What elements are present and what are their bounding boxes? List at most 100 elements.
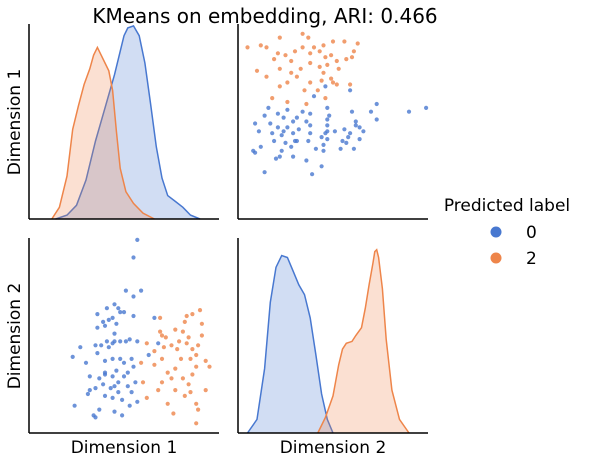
panel-1-1 — [28, 24, 219, 220]
scatter-point-0 — [325, 137, 330, 142]
scatter-point-0 — [256, 129, 261, 134]
scatter-point-2 — [330, 80, 336, 85]
scatter-point-0 — [424, 105, 429, 110]
scatter-point-0 — [118, 310, 123, 315]
scatter-point-0 — [353, 119, 358, 124]
scatter-point-0 — [281, 129, 286, 134]
scatter-point-0 — [266, 105, 271, 110]
scatter-point-0 — [85, 391, 90, 397]
scatter-point-2 — [177, 339, 182, 344]
scatter-point-2 — [184, 313, 189, 319]
scatter-point-0 — [102, 323, 108, 328]
legend: Predicted label 0 2 — [444, 196, 570, 269]
scatter-point-0 — [121, 310, 127, 315]
scatter-point-0 — [338, 146, 343, 151]
scatter-point-0 — [135, 237, 140, 242]
scatter-point-0 — [308, 111, 313, 116]
scatter-point-0 — [357, 125, 362, 130]
scatter-point-0 — [127, 337, 132, 342]
scatter-point-0 — [406, 109, 412, 114]
scatter-point-0 — [285, 125, 290, 130]
scatter-point-2 — [139, 360, 144, 365]
scatter-point-0 — [131, 313, 136, 319]
scatter-point-2 — [308, 60, 313, 66]
scatter-point-0 — [313, 146, 318, 151]
scatter-point-0 — [323, 131, 328, 136]
scatter-point-0 — [110, 356, 115, 361]
scatter-point-2 — [188, 356, 193, 361]
scatter-point-0 — [99, 343, 104, 348]
scatter-point-0 — [97, 407, 102, 412]
scatter-point-0 — [321, 142, 326, 147]
legend-title: Predicted label — [444, 196, 570, 216]
scatter-point-0 — [277, 154, 282, 159]
scatter-point-2 — [161, 345, 166, 350]
scatter-point-0 — [95, 351, 100, 356]
scatter-point-0 — [325, 117, 330, 122]
scatter-point-2 — [308, 80, 313, 85]
chart-title: KMeans on embedding, ARI: 0.466 — [92, 4, 437, 28]
scatter-point-2 — [194, 352, 199, 358]
scatter-point-0 — [291, 131, 296, 136]
scatter-point-0 — [342, 127, 347, 132]
scatter-point-0 — [93, 386, 98, 391]
scatter-point-0 — [321, 148, 326, 153]
scatter-point-0 — [308, 131, 313, 136]
scatter-point-2 — [169, 343, 174, 348]
scatter-point-2 — [285, 99, 290, 105]
scatter-point-0 — [346, 135, 351, 140]
scatter-point-0 — [114, 321, 119, 326]
scatter-point-2 — [349, 55, 355, 60]
scatter-point-0 — [101, 382, 106, 387]
scatter-point-0 — [116, 390, 121, 395]
scatter-point-2 — [207, 364, 212, 369]
scatter-point-0 — [283, 140, 288, 145]
scatter-point-0 — [311, 94, 317, 99]
scatter-point-2 — [264, 45, 269, 50]
scatter-point-0 — [340, 138, 345, 144]
scatter-point-2 — [306, 35, 311, 40]
scatter-point-0 — [123, 288, 128, 293]
scatter-point-0 — [353, 123, 358, 128]
scatter-point-2 — [351, 49, 356, 54]
scatter-point-2 — [144, 341, 149, 346]
scatter-point-0 — [253, 121, 258, 126]
scatter-point-0 — [139, 288, 144, 293]
scatter-point-0 — [129, 356, 134, 361]
scatter-point-0 — [116, 380, 121, 385]
scatter-point-0 — [374, 101, 379, 107]
scatter-point-0 — [104, 306, 109, 311]
scatter-point-0 — [152, 315, 157, 320]
scatter-point-0 — [102, 393, 108, 398]
scatter-point-0 — [319, 135, 324, 140]
scatter-point-2 — [336, 66, 341, 71]
scatter-point-0 — [108, 386, 113, 391]
scatter-point-0 — [285, 107, 290, 112]
scatter-point-2 — [196, 343, 201, 348]
kde-fill-0 — [247, 255, 333, 433]
scatter-point-2 — [194, 401, 199, 406]
scatter-point-2 — [165, 370, 170, 375]
scatter-point-0 — [327, 113, 332, 118]
scatter-point-2 — [334, 58, 339, 64]
kde-fill-0 — [55, 25, 200, 220]
x-axis-label-col-2: Dimension 2 — [280, 438, 387, 458]
scatter-point-2 — [199, 321, 204, 326]
scatter-point-0 — [129, 390, 134, 395]
legend-marker-1 — [490, 252, 502, 264]
scatter-point-0 — [121, 360, 127, 365]
scatter-point-2 — [298, 66, 303, 71]
scatter-point-0 — [112, 331, 117, 336]
scatter-point-2 — [173, 388, 178, 393]
scatter-point-0 — [106, 345, 111, 350]
scatter-point-2 — [175, 347, 180, 352]
scatter-point-0 — [112, 302, 117, 307]
scatter-point-0 — [332, 129, 337, 134]
panel-1-2 — [237, 24, 429, 220]
scatter-point-0 — [304, 119, 309, 124]
scatter-point-0 — [146, 352, 151, 358]
scatter-point-0 — [273, 156, 279, 161]
scatter-point-2 — [203, 358, 208, 363]
legend-marker-0 — [490, 226, 502, 238]
